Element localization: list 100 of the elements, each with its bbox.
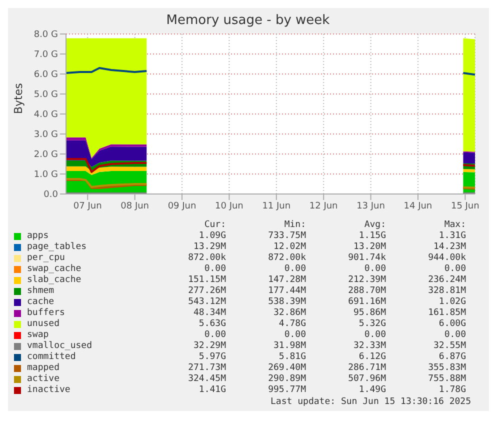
- text: 6.00G: [438, 319, 466, 330]
- text: Max:: [443, 220, 466, 231]
- x-tick-label: 12 Jun: [309, 201, 338, 212]
- text: 32.55M: [432, 341, 466, 352]
- y-tick-label: 1.0 G: [34, 170, 58, 180]
- chart-title: Memory usage - by week: [166, 13, 330, 28]
- text: 0.00: [283, 264, 306, 275]
- text: 161.85M: [427, 308, 466, 319]
- text: 288.70M: [347, 286, 386, 297]
- y-tick-label: 6.0 G: [34, 70, 58, 80]
- text: Cur:: [203, 220, 226, 231]
- legend-label: vmalloc_used: [27, 341, 92, 352]
- text: 5.63G: [198, 319, 226, 330]
- text: 271.73M: [187, 363, 226, 374]
- legend-label: mapped: [27, 363, 60, 374]
- legend-label: buffers: [27, 308, 65, 319]
- text: 1.15G: [358, 231, 386, 242]
- text: 147.28M: [267, 275, 306, 286]
- text: 5.81G: [278, 352, 306, 363]
- text: 755.88M: [427, 374, 466, 385]
- text: 0.00: [443, 264, 466, 275]
- text: 1.49G: [358, 385, 386, 396]
- text: 324.45M: [187, 374, 226, 385]
- legend-label: unused: [27, 319, 60, 330]
- text: 95.86M: [352, 308, 386, 319]
- text: 0.00: [443, 330, 466, 341]
- text: 5.97G: [198, 352, 226, 363]
- text: 177.44M: [267, 286, 306, 297]
- x-tick-label: 13 Jun: [356, 201, 385, 212]
- text: Min:: [283, 220, 306, 231]
- text: 543.12M: [187, 297, 226, 308]
- text: Last update: Sun Jun 15 13:30:16 2025: [270, 397, 472, 409]
- text: 13.29M: [192, 242, 226, 253]
- x-tick-label: 11 Jun: [262, 201, 291, 212]
- y-tick-label: 8.0 G: [34, 30, 58, 40]
- legend-label: active: [27, 374, 60, 385]
- x-tick-label: 09 Jun: [168, 201, 196, 212]
- text: 13.20M: [352, 242, 386, 253]
- x-tick-label: 14 Jun: [404, 201, 432, 212]
- text: 48.34M: [192, 308, 226, 319]
- legend-label: slab_cache: [27, 275, 82, 286]
- text: 944.00k: [427, 253, 466, 264]
- text: 995.77M: [267, 385, 306, 396]
- legend-label: page_tables: [27, 242, 87, 253]
- y-tick-label: 0.0: [44, 190, 58, 200]
- text: 1.09G: [198, 231, 226, 242]
- y-tick-label: 2.0 G: [34, 150, 58, 160]
- text: 32.86M: [272, 308, 306, 319]
- legend-label: cache: [27, 297, 54, 308]
- text: 0.00: [203, 264, 226, 275]
- x-tick-label: 08 Jun: [120, 201, 150, 212]
- text: 901.74k: [347, 253, 386, 264]
- text: 12.02M: [272, 242, 306, 253]
- text: 290.89M: [267, 374, 306, 385]
- text: 733.75M: [267, 231, 306, 242]
- text: 212.39M: [347, 275, 386, 286]
- text: 0.00: [363, 330, 386, 341]
- text: 0.00: [283, 330, 306, 341]
- legend-label: inactive: [27, 385, 70, 396]
- legend-label: swap: [27, 330, 49, 341]
- x-tick-label: 15 Jun: [450, 201, 480, 212]
- y-tick-label: 7.0 G: [34, 50, 58, 60]
- text: 538.39M: [267, 297, 306, 308]
- text: 355.83M: [427, 363, 466, 374]
- y-axis-title: Bytes: [12, 82, 25, 114]
- text: 5.32G: [358, 319, 386, 330]
- text: 32.29M: [192, 341, 226, 352]
- legend-label: swap_cache: [27, 264, 82, 275]
- text: 1.41G: [198, 385, 226, 396]
- text: 32.33M: [352, 341, 386, 352]
- text: 4.78G: [278, 319, 306, 330]
- text: 14.23M: [432, 242, 466, 253]
- text: 277.26M: [187, 286, 226, 297]
- text: 6.12G: [358, 352, 386, 363]
- text: 31.98M: [272, 341, 306, 352]
- y-tick-label: 4.0 G: [34, 110, 58, 120]
- x-tick-label: 10 Jun: [215, 201, 244, 212]
- text: 0.00: [203, 330, 226, 341]
- x-tick-label: 07 Jun: [73, 201, 102, 212]
- text: 872.00k: [267, 253, 306, 264]
- text: 6.87G: [438, 352, 466, 363]
- text: 691.16M: [347, 297, 386, 308]
- text: 286.71M: [347, 363, 386, 374]
- text: 328.81M: [427, 286, 466, 297]
- y-tick-label: 3.0 G: [34, 130, 58, 140]
- legend-label: shmem: [27, 286, 54, 297]
- text: Avg:: [363, 220, 386, 231]
- legend-label: committed: [27, 352, 76, 363]
- text: 507.96M: [347, 374, 386, 385]
- legend-label: apps: [27, 231, 49, 242]
- text: 872.00k: [187, 253, 226, 264]
- text: 151.15M: [187, 275, 226, 286]
- text: 0.00: [363, 264, 386, 275]
- text: 269.40M: [267, 363, 306, 374]
- text: 1.31G: [438, 231, 466, 242]
- text: 236.24M: [427, 275, 466, 286]
- y-tick-label: 5.0 G: [34, 90, 58, 100]
- legend-label: per_cpu: [27, 253, 65, 264]
- text: 1.78G: [438, 385, 466, 396]
- text: 1.02G: [438, 297, 466, 308]
